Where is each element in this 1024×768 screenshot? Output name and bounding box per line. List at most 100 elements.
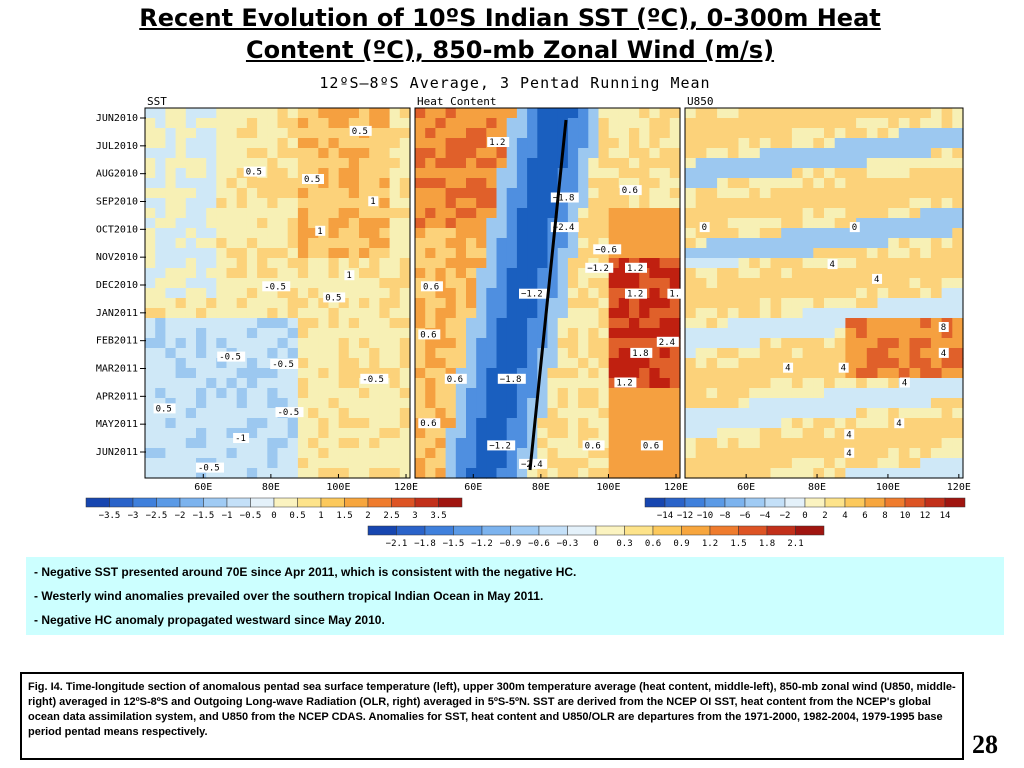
heatmap-cell (834, 238, 846, 249)
heatmap-cell (246, 358, 258, 369)
heatmap-cell (824, 138, 836, 149)
heatmap-cell (165, 428, 177, 439)
heatmap-cell (547, 148, 559, 159)
heatmap-cell (952, 248, 964, 259)
heatmap-cell (399, 458, 411, 469)
heatmap-cell (608, 148, 620, 159)
heatmap-cell (588, 298, 600, 309)
heatmap-cell (813, 308, 825, 319)
heatmap-cell (226, 358, 238, 369)
heatmap-cell (175, 408, 187, 419)
heatmap-cell (898, 308, 911, 319)
heatmap-cell (399, 428, 411, 439)
heatmap-cell (695, 228, 707, 239)
heatmap-cell (445, 338, 457, 349)
heatmap-cell (941, 398, 953, 409)
heatmap-cell (813, 408, 825, 419)
heatmap-cell (236, 138, 248, 149)
heatmap-cell (267, 428, 279, 439)
heatmap-cell (639, 118, 650, 129)
heatmap-cell (547, 408, 559, 419)
heatmap-cell (527, 318, 538, 329)
heatmap-cell (389, 198, 401, 209)
heatmap-cell (246, 108, 258, 119)
heatmap-cell (145, 268, 156, 279)
heatmap-cell (216, 158, 228, 169)
heatmap-cell (770, 268, 782, 279)
heatmap-cell (496, 358, 508, 369)
heatmap-cell (791, 318, 804, 329)
heatmap-cell (185, 288, 197, 299)
heatmap-cell (476, 288, 487, 299)
contour-label-bg (667, 288, 684, 299)
heatmap-cell (486, 408, 498, 419)
heatmap-cell (629, 358, 640, 369)
heatmap-cell (328, 178, 340, 189)
heatmap-cell (318, 438, 330, 449)
heatmap-cell (930, 208, 943, 219)
heatmap-cell (588, 188, 600, 199)
heatmap-cell (308, 308, 319, 319)
heatmap-cell (802, 168, 814, 179)
heatmap-cell (267, 438, 279, 449)
heatmap-cell (669, 228, 681, 239)
heatmap-cell (738, 148, 750, 159)
heatmap-cell (328, 408, 340, 419)
heatmap-cell (246, 388, 258, 399)
heatmap-cell (877, 328, 889, 339)
heatmap-cell (909, 198, 921, 209)
heatmap-cell (425, 268, 436, 279)
heatmap-cell (802, 228, 814, 239)
heatmap-cell (155, 158, 166, 169)
heatmap-cell (695, 368, 707, 379)
heatmap-cell (557, 248, 569, 259)
heatmap-cell (236, 438, 248, 449)
contour-label: 4 (785, 364, 790, 374)
heatmap-cell (824, 208, 836, 219)
heatmap-cell (639, 388, 650, 399)
heatmap-cell (920, 268, 932, 279)
colorbar-label: 2 (365, 511, 370, 521)
heatmap-cell (257, 448, 268, 459)
contour-label-bg (550, 192, 579, 203)
heatmap-cell (527, 418, 538, 429)
colorbar-label: −12 (677, 511, 693, 521)
heatmap-cell (791, 448, 804, 459)
heatmap-cell (486, 258, 498, 269)
heatmap-cell (588, 328, 600, 339)
heatmap-cell (629, 178, 640, 189)
heatmap-cell (476, 168, 487, 179)
heatmap-cell (759, 218, 772, 229)
heatmap-cell (941, 468, 953, 479)
heatmap-cell (445, 388, 457, 399)
heatmap-cell (486, 358, 498, 369)
heatmap-cell (952, 118, 964, 129)
heatmap-cell (297, 328, 309, 339)
colorbar-swatch (109, 497, 134, 508)
heatmap-cell (257, 408, 268, 419)
heatmap-cell (649, 368, 661, 379)
heatmap-cell (328, 358, 340, 369)
heatmap-cell (920, 368, 932, 379)
heatmap-cell (877, 428, 889, 439)
heatmap-cell (834, 408, 846, 419)
heatmap-cell (196, 198, 207, 209)
heatmap-cell (496, 278, 508, 289)
contour-label: -0.5 (278, 408, 300, 418)
heatmap-cell (813, 428, 825, 439)
heatmap-cell (567, 318, 579, 329)
heatmap-cell (435, 178, 447, 189)
heatmap-cell (557, 338, 569, 349)
heatmap-cell (246, 248, 258, 259)
heatmap-cell (791, 398, 804, 409)
heatmap-cell (267, 378, 279, 389)
heatmap-cell (898, 258, 911, 269)
heatmap-cell (185, 298, 197, 309)
heatmap-cell (486, 368, 498, 379)
heatmap-cell (185, 128, 197, 139)
heatmap-cell (557, 168, 569, 179)
heatmap-cell (246, 188, 258, 199)
heatmap-cell (727, 258, 740, 269)
heatmap-cell (389, 358, 401, 369)
heatmap-cell (824, 378, 836, 389)
